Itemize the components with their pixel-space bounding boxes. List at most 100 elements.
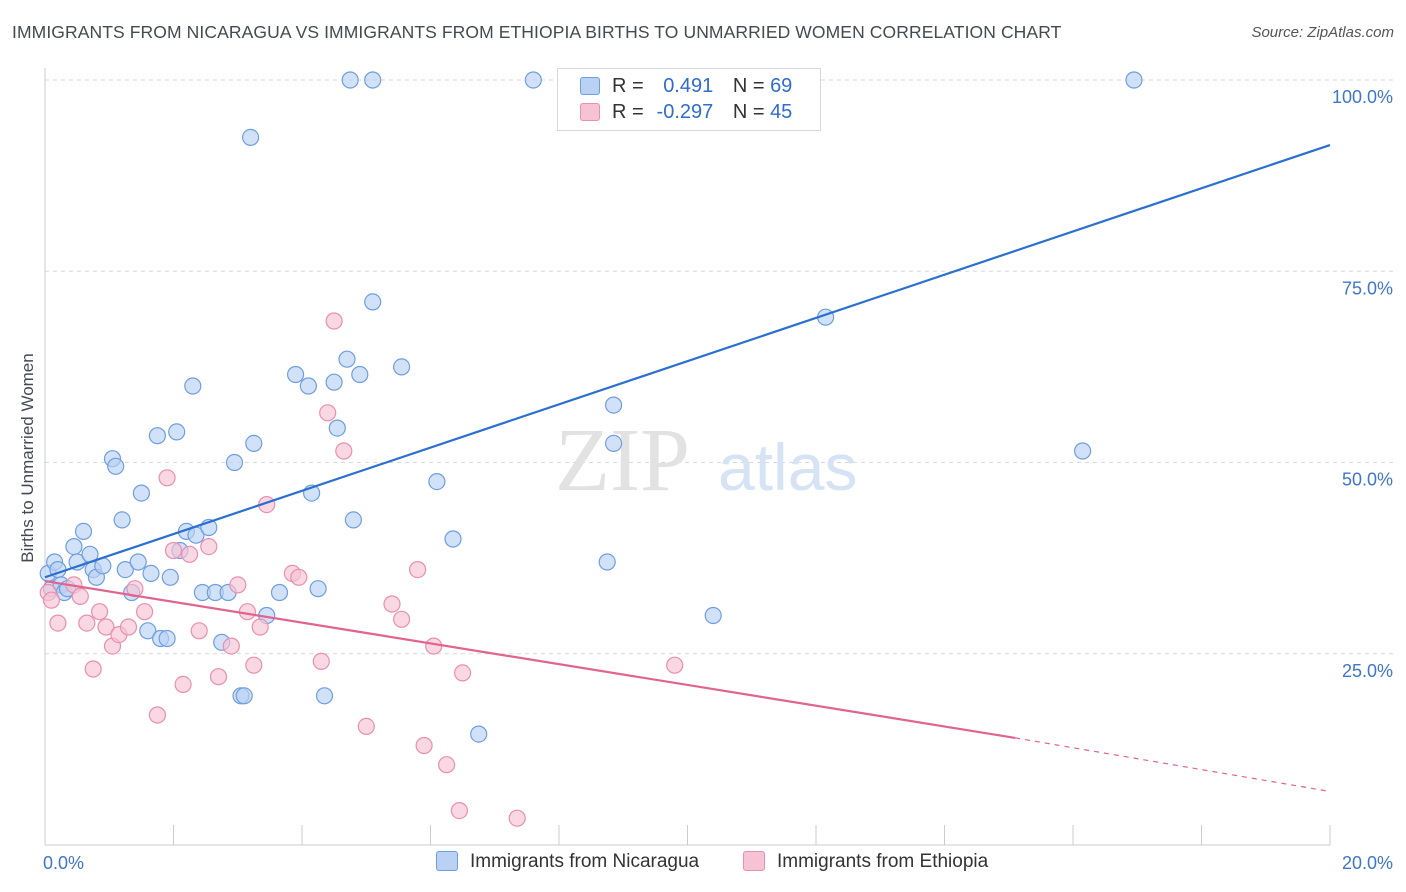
- nicaragua-point: [287, 365, 305, 384]
- nicaragua-point: [74, 522, 93, 541]
- ethiopia-point: [181, 545, 199, 563]
- y-tick-label: 75.0%: [1342, 278, 1393, 298]
- ethiopia-point: [200, 537, 218, 556]
- nicaragua-point: [299, 377, 317, 395]
- nicaragua-point: [470, 725, 488, 743]
- ethiopia-point: [97, 618, 115, 636]
- ethiopia-point: [450, 801, 468, 820]
- tick-labels: 25.0% 50.0% 75.0% 100.0% 0.0% 20.0%: [43, 87, 1393, 873]
- ethiopia-point: [90, 603, 109, 621]
- series-ethiopia-points: [39, 312, 684, 827]
- axes: [44, 68, 1331, 846]
- legend-n-label: N =: [732, 75, 765, 97]
- ethiopia-point: [319, 404, 337, 422]
- nicaragua-point: [604, 434, 623, 452]
- ethiopia-point: [357, 717, 375, 736]
- nicaragua-point: [444, 530, 462, 548]
- legend-swatch-pink: [580, 103, 600, 121]
- trend-lines: [44, 143, 1331, 793]
- nicaragua-point: [107, 457, 125, 475]
- ethiopia-point: [49, 614, 67, 632]
- nicaragua-point: [245, 434, 263, 452]
- nicaragua-point: [344, 511, 362, 529]
- ethiopia-point: [251, 618, 269, 636]
- legend-r-value: -0.297: [656, 101, 714, 123]
- bottom-legend-nicaragua: Immigrants from Nicaragua: [436, 851, 699, 873]
- ethiopia-point: [325, 312, 343, 330]
- nicaragua-point: [393, 358, 411, 376]
- ethiopia-point: [454, 664, 472, 682]
- nicaragua-point: [604, 396, 623, 414]
- ethiopia-point: [136, 603, 154, 621]
- ethiopia-point: [209, 668, 228, 686]
- nicaragua-point: [428, 473, 446, 491]
- ethiopia-point: [42, 591, 61, 609]
- y-tick-label: 50.0%: [1342, 470, 1393, 490]
- watermark: ZIP atlas: [555, 411, 857, 510]
- legend-n-value: 69: [770, 75, 793, 97]
- legend-r-label: R =: [612, 75, 644, 97]
- nicaragua-point: [341, 71, 359, 89]
- nicaragua-point: [161, 568, 179, 586]
- ethiopia-point: [222, 637, 240, 655]
- ethiopia-point: [415, 736, 433, 755]
- ethiopia-point: [425, 637, 443, 655]
- y-tick-label: 100.0%: [1332, 87, 1393, 107]
- series-nicaragua-points: [39, 71, 1143, 743]
- bottom-legend-swatch-pink: [743, 851, 765, 871]
- ethiopia-point: [438, 756, 456, 774]
- ethiopia-point: [119, 618, 138, 636]
- nicaragua-trend-line: [44, 143, 1331, 579]
- ethiopia-point: [393, 610, 411, 628]
- ethiopia-point: [245, 656, 263, 674]
- nicaragua-point: [315, 687, 334, 705]
- legend-n-value: 45: [770, 101, 793, 123]
- chart-title: IMMIGRANTS FROM NICARAGUA VS IMMIGRANTS …: [12, 22, 1062, 42]
- nicaragua-point: [309, 580, 327, 598]
- nicaragua-point: [351, 365, 369, 384]
- ethiopia-point: [71, 587, 89, 606]
- nicaragua-point: [116, 560, 134, 579]
- nicaragua-point: [524, 71, 542, 89]
- bottom-legend-label: Immigrants from Ethiopia: [777, 851, 989, 872]
- nicaragua-point: [1125, 71, 1143, 89]
- bottom-legend-swatch-blue: [436, 851, 458, 871]
- nicaragua-point: [1073, 442, 1092, 460]
- correlation-legend: R = 0.491 N = 69 R = -0.297 N = 45: [557, 68, 821, 131]
- nicaragua-point: [242, 128, 260, 146]
- nicaragua-point: [65, 537, 83, 556]
- nicaragua-point: [270, 583, 289, 602]
- nicaragua-point: [364, 293, 382, 311]
- watermark-zip: ZIP: [555, 411, 690, 510]
- ethiopia-point: [335, 442, 353, 460]
- gridlines: [45, 79, 1395, 655]
- ethiopia-point: [190, 622, 208, 640]
- ethiopia-point: [238, 603, 256, 621]
- ethiopia-point: [78, 614, 96, 632]
- nicaragua-point: [704, 606, 722, 625]
- nicaragua-point: [113, 511, 131, 529]
- nicaragua-point: [225, 453, 244, 472]
- ethiopia-point: [409, 560, 427, 579]
- legend-row-nicaragua: R = 0.491 N = 69: [580, 75, 792, 101]
- ethiopia-point: [158, 469, 176, 487]
- nicaragua-point: [598, 553, 616, 571]
- nicaragua-point: [129, 553, 147, 571]
- legend-r-label: R =: [612, 101, 644, 123]
- ethiopia-point: [312, 652, 330, 671]
- bottom-legend-ethiopia: Immigrants from Ethiopia: [743, 851, 988, 873]
- ethiopia-point: [508, 809, 526, 827]
- legend-n-label: N =: [732, 101, 765, 123]
- legend-row-ethiopia: R = -0.297 N = 45: [580, 101, 792, 127]
- ethiopia-point: [290, 568, 308, 586]
- y-axis-title: Births to Unmarried Women: [18, 353, 37, 562]
- source-label: Source: ZipAtlas.com: [1251, 24, 1394, 41]
- x-tick-label: 0.0%: [43, 853, 84, 873]
- nicaragua-point: [158, 629, 176, 648]
- ethiopia-point: [148, 706, 166, 724]
- y-tick-label: 25.0%: [1342, 661, 1393, 681]
- nicaragua-point: [328, 419, 346, 437]
- ethiopia-point: [84, 660, 102, 678]
- nicaragua-point: [184, 377, 202, 395]
- nicaragua-point: [364, 71, 382, 89]
